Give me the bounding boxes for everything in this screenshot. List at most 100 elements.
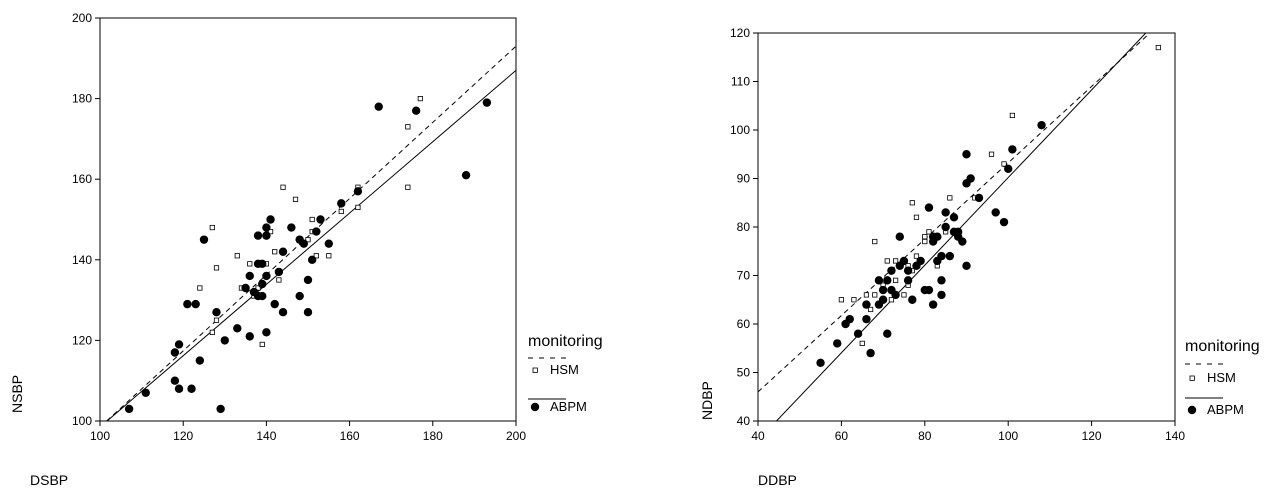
legend-title: monitoring <box>528 333 603 350</box>
x-tick-label: 100 <box>90 429 110 443</box>
data-point-abpm <box>887 266 896 275</box>
data-point-abpm <box>962 261 971 270</box>
data-point-abpm <box>833 339 842 348</box>
data-point-abpm <box>270 299 279 309</box>
data-point-abpm <box>191 299 200 309</box>
data-point-hsm <box>326 253 332 259</box>
data-point-abpm <box>908 295 917 304</box>
x-axis-label: DDBP <box>758 472 797 488</box>
data-point-abpm <box>937 251 946 261</box>
x-tick-label: 140 <box>256 429 276 443</box>
data-point-hsm <box>884 258 890 264</box>
data-point-abpm <box>883 276 892 285</box>
data-point-abpm <box>299 239 309 248</box>
data-point-hsm <box>901 292 907 298</box>
data-point-abpm <box>949 213 959 222</box>
data-point-hsm <box>863 292 870 298</box>
data-point-hsm <box>909 200 915 206</box>
series-hsm <box>838 44 1161 347</box>
data-point-abpm <box>411 106 421 115</box>
data-point-abpm <box>295 291 304 301</box>
data-point-abpm <box>170 348 180 357</box>
data-point-hsm <box>988 151 995 157</box>
y-tick-label: 60 <box>737 317 751 331</box>
data-point-abpm <box>141 388 150 397</box>
data-point-abpm <box>316 215 325 224</box>
data-point-hsm <box>247 261 253 267</box>
data-point-abpm <box>999 217 1009 227</box>
data-point-abpm <box>220 336 229 345</box>
fit-line-hsm-dashed <box>105 45 516 421</box>
data-point-abpm <box>966 174 975 183</box>
legend-abpm-marker <box>530 402 540 412</box>
y-tick-label: 110 <box>731 75 750 89</box>
data-point-abpm <box>845 314 854 324</box>
data-point-abpm <box>1004 164 1013 173</box>
data-point-abpm <box>878 295 888 304</box>
data-point-abpm <box>312 227 321 236</box>
data-point-abpm <box>174 384 184 393</box>
data-point-abpm <box>253 231 263 240</box>
data-point-abpm <box>962 150 971 159</box>
data-point-hsm <box>913 253 920 259</box>
data-point-abpm <box>924 285 934 295</box>
legend-title: monitoring <box>1185 338 1260 355</box>
legend-hsm-marker <box>532 367 538 373</box>
data-point-hsm <box>305 237 311 243</box>
data-point-hsm <box>234 253 240 259</box>
data-point-abpm <box>124 404 134 414</box>
data-point-hsm <box>267 228 274 235</box>
data-point-hsm <box>213 317 220 323</box>
data-point-abpm <box>183 299 192 309</box>
data-point-abpm <box>262 271 271 281</box>
x-tick-label: 120 <box>1082 429 1102 443</box>
data-point-hsm <box>1001 161 1007 167</box>
fit-line-abpm-solid <box>106 70 516 421</box>
data-point-abpm <box>945 251 955 261</box>
data-point-abpm <box>878 285 888 295</box>
data-point-hsm <box>280 184 286 190</box>
data-point-hsm <box>926 229 932 235</box>
data-point-abpm <box>916 256 925 266</box>
y-tick-label: 120 <box>730 26 750 40</box>
y-tick-label: 70 <box>737 269 751 283</box>
y-tick-label: 50 <box>737 366 751 380</box>
data-point-hsm <box>947 195 953 201</box>
legend-hsm-label: HSM <box>550 362 579 377</box>
data-point-hsm <box>922 234 928 240</box>
data-point-abpm <box>199 235 209 244</box>
y-tick-label: 120 <box>72 333 92 347</box>
data-point-hsm <box>893 277 899 283</box>
data-point-hsm <box>309 216 315 223</box>
data-point-hsm <box>867 306 874 313</box>
legend-abpm-marker <box>1187 405 1197 415</box>
data-point-abpm <box>262 223 271 232</box>
chart-systolic: 100 120 140 160 180 200 100 120 140 160 180 200 DSBP… <box>9 11 603 488</box>
data-point-abpm <box>924 203 934 212</box>
data-point-abpm <box>991 208 1000 217</box>
chart-diastolic: 40 60 80 100 120 140 40 50 60 70 80 90 100 110 120 DDBP… <box>699 26 1260 488</box>
data-point-abpm <box>853 329 863 338</box>
data-point-abpm <box>258 279 267 289</box>
series-abpm <box>124 98 492 414</box>
data-point-hsm <box>922 238 928 245</box>
x-tick-label: 80 <box>918 429 932 443</box>
data-point-hsm <box>276 277 282 283</box>
x-tick-label: 180 <box>423 429 443 443</box>
data-point-abpm <box>941 208 950 217</box>
y-tick-label: 90 <box>737 172 751 186</box>
x-axis-label: DSBP <box>30 472 68 488</box>
x-tick-label: 200 <box>506 429 526 443</box>
data-point-abpm <box>274 267 284 277</box>
data-point-abpm <box>303 307 313 317</box>
data-point-hsm <box>405 124 411 130</box>
data-point-abpm <box>974 193 984 203</box>
data-point-abpm <box>278 247 288 256</box>
data-point-abpm <box>928 300 938 309</box>
data-point-hsm <box>1009 112 1015 119</box>
data-point-hsm <box>893 258 899 264</box>
data-point-abpm <box>245 271 254 281</box>
data-point-hsm <box>209 224 215 231</box>
data-point-hsm <box>838 297 845 303</box>
